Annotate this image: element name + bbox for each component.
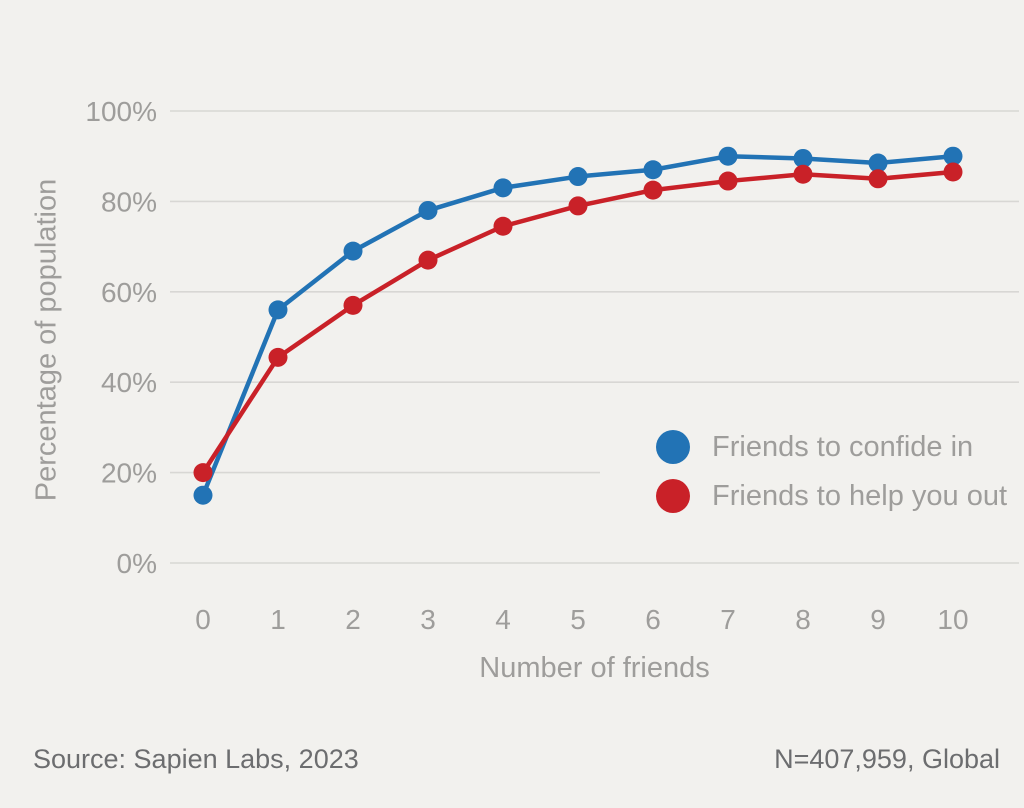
- data-point-friends-to-confide-in-x6: [643, 160, 663, 180]
- y-tick-label: 80%: [101, 186, 157, 217]
- data-point-friends-to-confide-in-x1: [268, 300, 288, 320]
- data-point-friends-to-help-you-out-x0: [193, 463, 213, 483]
- sample-size-note: N=407,959, Global: [774, 744, 1000, 774]
- data-point-friends-to-help-you-out-x3: [418, 250, 438, 270]
- data-point-friends-to-help-you-out-x8: [793, 164, 813, 184]
- data-point-friends-to-help-you-out-x2: [343, 295, 363, 315]
- x-tick-label: 0: [195, 604, 211, 635]
- legend-label: Friends to help you out: [712, 479, 1008, 512]
- legend-marker-friends-to-help-you-out: [656, 479, 690, 513]
- x-tick-label: 8: [795, 604, 811, 635]
- data-point-friends-to-confide-in-x7: [718, 146, 738, 166]
- y-tick-label: 40%: [101, 367, 157, 398]
- x-tick-label: 10: [937, 604, 968, 635]
- y-tick-label: 100%: [85, 96, 157, 127]
- x-tick-label: 6: [645, 604, 661, 635]
- source-note: Source: Sapien Labs, 2023: [33, 744, 359, 774]
- x-axis-title: Number of friends: [479, 652, 710, 684]
- data-point-friends-to-confide-in-x8: [793, 148, 813, 168]
- x-tick-label: 3: [420, 604, 436, 635]
- data-point-friends-to-help-you-out-x6: [643, 180, 663, 200]
- x-tick-label: 5: [570, 604, 586, 635]
- x-tick-label: 7: [720, 604, 736, 635]
- data-point-friends-to-help-you-out-x4: [493, 216, 513, 236]
- data-point-friends-to-confide-in-x4: [493, 178, 513, 198]
- data-point-friends-to-confide-in-x2: [343, 241, 363, 261]
- x-tick-label: 2: [345, 604, 361, 635]
- y-tick-label: 60%: [101, 277, 157, 308]
- y-axis-title: Percentage of population: [30, 178, 63, 502]
- data-point-friends-to-confide-in-x3: [418, 200, 438, 220]
- data-point-friends-to-help-you-out-x7: [718, 171, 738, 191]
- data-point-friends-to-confide-in-x10: [943, 146, 963, 166]
- legend-item-confide: Friends to confide in: [656, 430, 1007, 464]
- data-point-friends-to-help-you-out-x5: [568, 196, 588, 216]
- y-tick-label: 20%: [101, 458, 157, 489]
- data-point-friends-to-confide-in-x0: [193, 485, 213, 505]
- x-tick-label: 1: [270, 604, 286, 635]
- legend: Friends to confide in Friends to help yo…: [600, 420, 1022, 523]
- legend-item-help: Friends to help you out: [656, 479, 1007, 513]
- data-point-friends-to-confide-in-x9: [868, 153, 888, 173]
- data-point-friends-to-help-you-out-x1: [268, 347, 288, 367]
- data-point-friends-to-help-you-out-x9: [868, 169, 888, 189]
- legend-marker-friends-to-confide-in: [656, 430, 690, 464]
- legend-label: Friends to confide in: [712, 430, 974, 463]
- x-tick-label: 4: [495, 604, 511, 635]
- data-point-friends-to-help-you-out-x10: [943, 162, 963, 182]
- data-point-friends-to-confide-in-x5: [568, 167, 588, 187]
- y-tick-label: 0%: [117, 548, 157, 579]
- x-tick-label: 9: [870, 604, 886, 635]
